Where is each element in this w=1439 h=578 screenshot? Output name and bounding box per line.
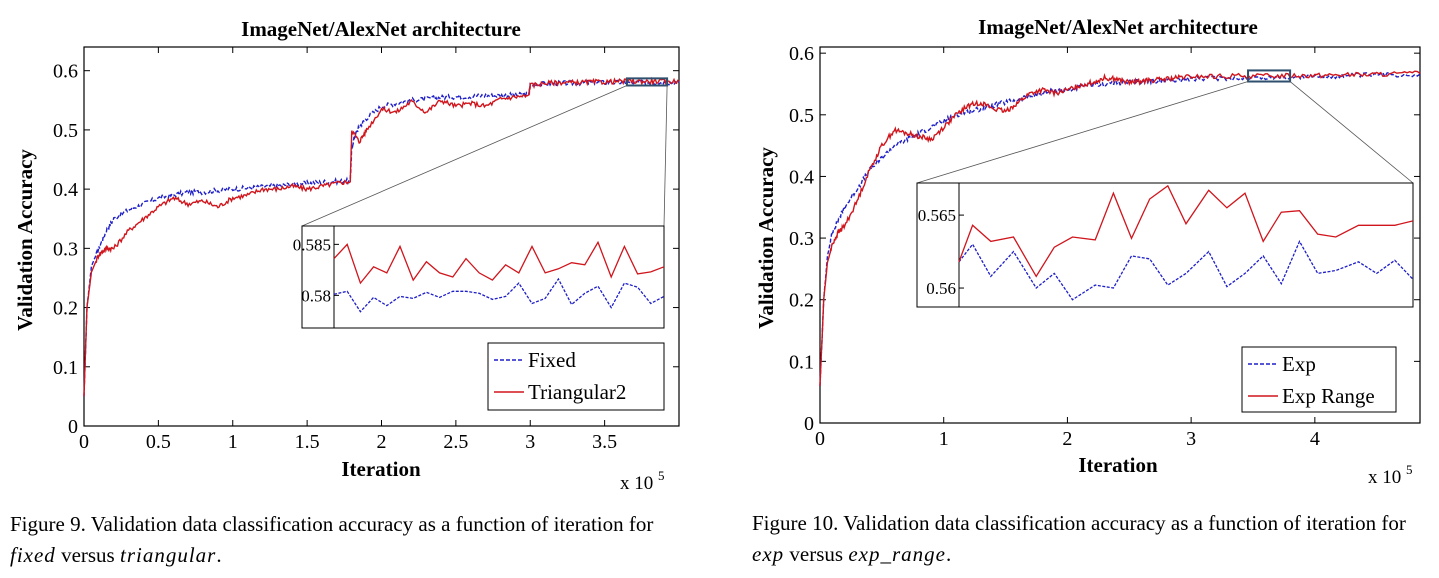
caption-text: Figure 10. Validation data classificatio… xyxy=(752,511,1406,535)
x-tick-label: 0 xyxy=(815,428,825,450)
series-line-exp-range xyxy=(819,70,1421,387)
x-tick-label: 2 xyxy=(1062,428,1072,450)
caption-text: versus xyxy=(55,543,120,567)
zoom-connector xyxy=(1289,81,1414,184)
plot-frame xyxy=(819,46,1421,424)
x-tick-label: 0.5 xyxy=(146,431,171,453)
x-tick-label: 2.5 xyxy=(443,431,468,453)
chart-1: ImageNet/AlexNet architecture Iteration Va… xyxy=(13,17,680,494)
x-tick-label: 1.5 xyxy=(295,431,320,453)
x-tick-label: 0 xyxy=(79,431,89,453)
y-tick-label: 0.4 xyxy=(789,166,814,188)
inset-y-tick-label: 0.565 xyxy=(918,206,956,225)
y-axis-label: Validation Accuracy xyxy=(754,147,778,329)
x-tick-label: 3.5 xyxy=(592,431,617,453)
x-axis-label: Iteration xyxy=(341,457,421,481)
x-tick-label: 1 xyxy=(228,431,238,453)
caption-math: triangular xyxy=(119,543,217,567)
inset-plot: 0.585 0.58 xyxy=(293,225,665,329)
figure-10-caption: Figure 10. Validation data classificatio… xyxy=(752,508,1432,570)
caption-math: exp xyxy=(752,542,785,566)
y-axis-label: Validation Accuracy xyxy=(13,149,37,331)
y-tick-label: 0.2 xyxy=(789,290,814,312)
chart-2: ImageNet/AlexNet architecture Iteration Va… xyxy=(754,15,1421,488)
y-tick-label: 0.6 xyxy=(789,43,814,65)
series-line-triangular2 xyxy=(83,76,680,397)
legend-label: Exp Range xyxy=(1282,384,1375,408)
zoom-connector xyxy=(301,85,628,227)
inset-background xyxy=(916,182,1414,308)
y-tick-label: 0.6 xyxy=(53,61,78,83)
legend: Fixed Triangular2 xyxy=(487,342,665,411)
inset-series-line-exp-range xyxy=(958,184,1414,278)
chart-title: ImageNet/AlexNet architecture xyxy=(978,15,1258,39)
figure-9-caption: Figure 9. Validation data classification… xyxy=(10,509,690,571)
y-tick-label: 0.2 xyxy=(53,298,78,320)
inset-y-tick-label: 0.56 xyxy=(926,279,956,298)
caption-text: . xyxy=(945,542,952,566)
x-axis-multiplier-exponent: 5 xyxy=(658,468,665,483)
x-tick-label: 4 xyxy=(1310,428,1320,450)
x-tick-label: 2 xyxy=(377,431,387,453)
legend-label: Triangular2 xyxy=(528,380,626,404)
inset-y-tick-label: 0.585 xyxy=(293,235,331,254)
zoom-connector xyxy=(663,85,668,227)
y-tick-label: 0.5 xyxy=(789,105,814,127)
inset-y-tick-label: 0.58 xyxy=(301,286,331,305)
y-tick-label: 0.1 xyxy=(53,357,78,379)
legend-label: Exp xyxy=(1282,352,1316,376)
zoom-connector xyxy=(916,81,1249,184)
y-tick-label: 0.4 xyxy=(53,179,78,201)
x-tick-label: 3 xyxy=(1186,428,1196,450)
x-axis-multiplier: x 10 5 xyxy=(1368,462,1413,488)
inset-plot: 0.565 0.56 xyxy=(916,182,1414,308)
legend: Exp Exp Range xyxy=(1241,346,1397,413)
caption-text: Figure 9. Validation data classification… xyxy=(10,512,654,536)
inset-background xyxy=(301,225,665,329)
x-axis-label: Iteration xyxy=(1078,453,1158,477)
legend-box xyxy=(1241,346,1397,413)
y-tick-label: 0.5 xyxy=(53,120,78,142)
figure-canvas: ImageNet/AlexNet architecture Iteration Va… xyxy=(13,15,1421,494)
y-tick-label: 0 xyxy=(68,416,78,438)
y-tick-label: 0 xyxy=(804,413,814,435)
legend-label: Fixed xyxy=(528,348,576,372)
y-tick-label: 0.1 xyxy=(789,351,814,373)
chart-title: ImageNet/AlexNet architecture xyxy=(241,17,521,41)
y-tick-label: 0.3 xyxy=(789,228,814,250)
y-tick-label: 0.3 xyxy=(53,238,78,260)
caption-math: exp_range xyxy=(848,542,946,566)
legend-box xyxy=(487,342,665,411)
inset-series-line-triangular2 xyxy=(333,240,665,285)
x-tick-label: 1 xyxy=(939,428,949,450)
inset-series-line-exp xyxy=(958,239,1414,301)
x-axis-multiplier-exponent: 5 xyxy=(1406,462,1413,477)
zoom-region-box xyxy=(625,77,669,87)
x-axis-multiplier: x 10 5 xyxy=(620,468,665,494)
caption-math: fixed xyxy=(10,543,56,567)
caption-text: . xyxy=(216,543,222,567)
inset-series-line-fixed xyxy=(333,277,665,313)
caption-text: versus xyxy=(784,542,849,566)
x-tick-label: 3 xyxy=(525,431,535,453)
zoom-region-box xyxy=(1247,69,1292,83)
